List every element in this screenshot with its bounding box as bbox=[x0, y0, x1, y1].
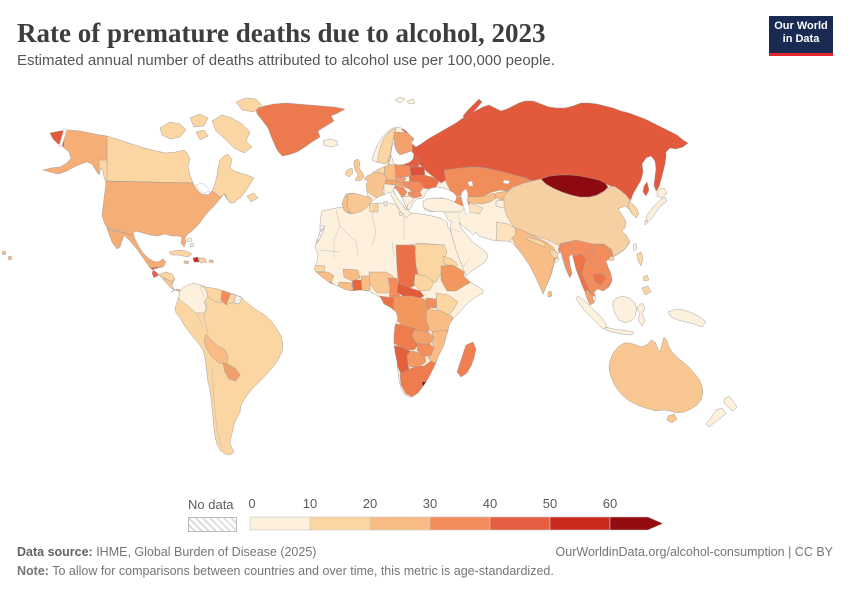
svg-text:20: 20 bbox=[363, 496, 377, 511]
svg-text:0: 0 bbox=[248, 496, 255, 511]
svg-text:50: 50 bbox=[543, 496, 557, 511]
svg-text:40: 40 bbox=[483, 496, 497, 511]
svg-text:10: 10 bbox=[303, 496, 317, 511]
svg-text:60: 60 bbox=[603, 496, 617, 511]
svg-text:30: 30 bbox=[423, 496, 437, 511]
